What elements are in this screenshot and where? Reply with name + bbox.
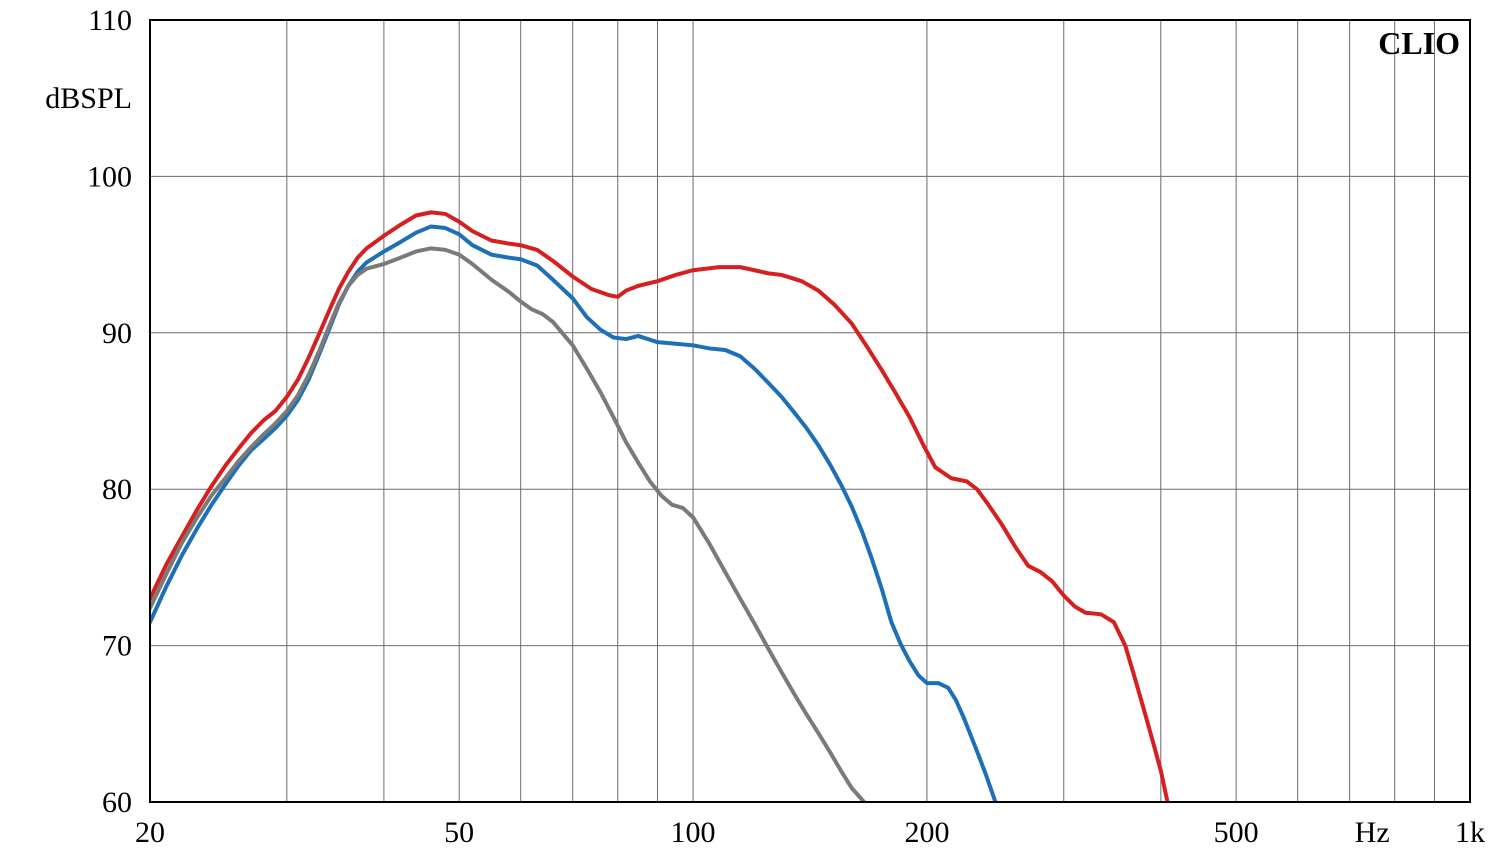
x-tick-label: 50: [444, 816, 474, 849]
x-tick-label: 20: [135, 816, 165, 849]
x-axis-unit-label: Hz: [1355, 816, 1390, 849]
y-tick-label: 110: [88, 4, 132, 37]
y-tick-label: 70: [102, 630, 132, 663]
chart-container: 20 50 100 200 500 1k Hz 60 70 80 90 100 110 dBSPL CLIO: [0, 0, 1500, 864]
x-tick-label: 200: [904, 816, 949, 849]
y-tick-label: 60: [102, 786, 132, 819]
x-tick-label: 100: [671, 816, 716, 849]
x-tick-label: 500: [1214, 816, 1259, 849]
y-tick-label: 90: [102, 317, 132, 350]
brand-label: CLIO: [1378, 25, 1460, 61]
y-axis-unit-label: dBSPL: [45, 82, 132, 115]
y-tick-label: 100: [87, 160, 132, 193]
y-tick-label: 80: [102, 473, 132, 506]
frequency-response-chart: 20 50 100 200 500 1k Hz 60 70 80 90 100 110 dBSPL CLIO: [0, 0, 1500, 864]
x-tick-label: 1k: [1455, 816, 1485, 849]
